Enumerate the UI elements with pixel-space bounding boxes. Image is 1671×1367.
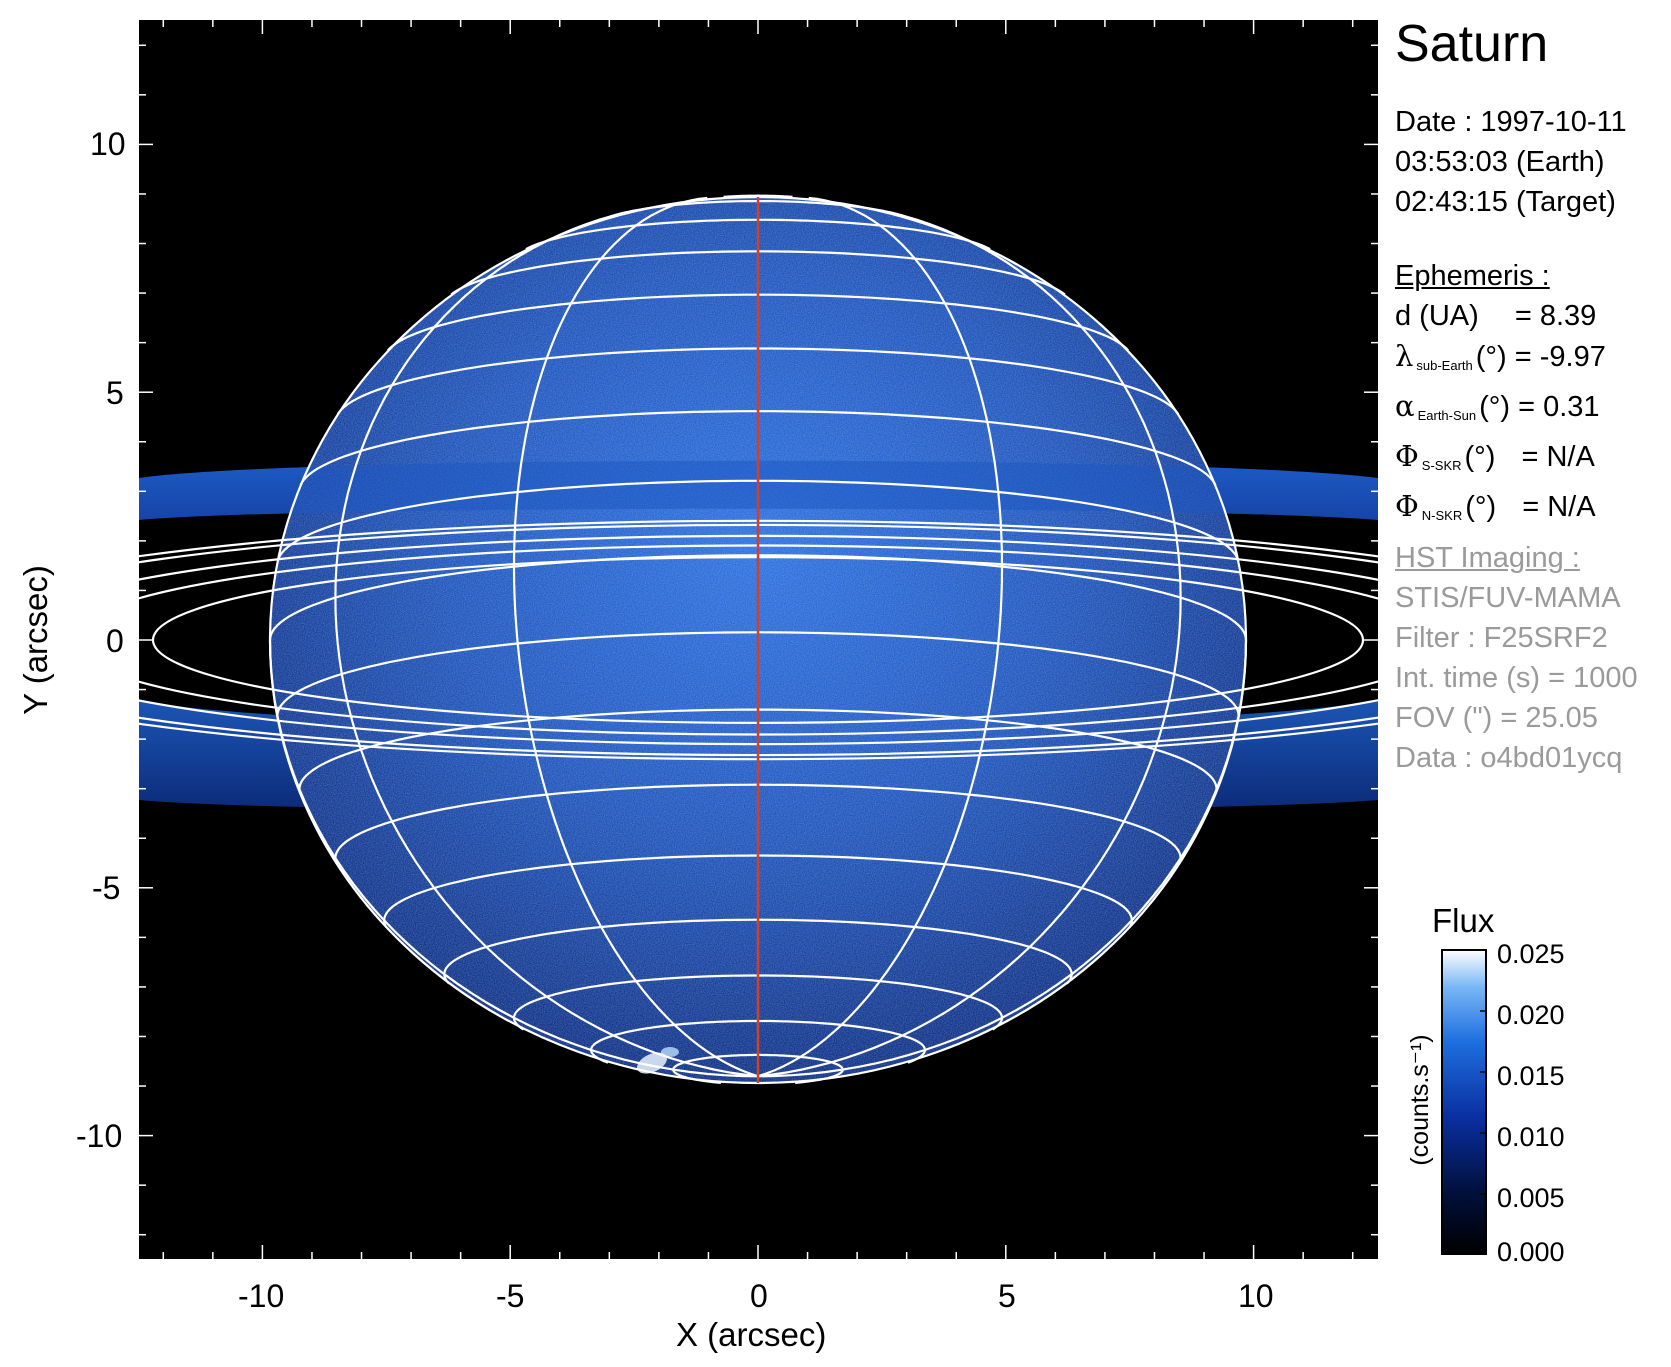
ephemeris-lambda: λ sub-Earth (°) = -9.97 [1395, 336, 1606, 386]
y-tick-label: 0 [106, 623, 124, 659]
y-tick-label: -10 [76, 1118, 123, 1154]
y-tick-label: 5 [106, 375, 124, 411]
x-tick-label: 10 [1238, 1278, 1274, 1314]
ephemeris-header: Ephemeris : [1395, 260, 1550, 292]
phi-n-value: = N/A [1522, 491, 1596, 523]
lambda-value: = -9.97 [1514, 341, 1606, 373]
x-tick-label: -5 [496, 1278, 525, 1314]
axis-ticks [139, 20, 1378, 1259]
y-tick-label: 10 [90, 126, 126, 162]
date-block: Date : 1997-10-11 03:53:03 (Earth) 02:43… [1395, 102, 1627, 222]
meridian-line [757, 210, 1182, 1078]
distance-label: d (UA) [1395, 300, 1479, 332]
colorbar-tick: 0.025 [1497, 939, 1565, 969]
distance-value: = 8.39 [1514, 300, 1597, 332]
phi-n-symbol: Φ [1395, 489, 1419, 523]
x-tick-label: 0 [750, 1278, 768, 1314]
alpha-subscript: Earth-Sun [1417, 408, 1477, 423]
lambda-unit: (°) [1475, 341, 1507, 373]
imaging-data-id: Data : o4bd01ycq [1395, 742, 1623, 774]
colorbar-unit: (counts.s⁻¹) [1406, 1034, 1434, 1166]
alpha-value: = 0.31 [1518, 391, 1600, 423]
imaging-int-time: Int. time (s) = 1000 [1395, 662, 1638, 694]
ephemeris-phi-s: Φ S-SKR (°) = N/A [1395, 436, 1606, 486]
colorbar-tick: 0.000 [1497, 1237, 1565, 1267]
colorbar-title: Flux [1432, 902, 1495, 939]
imaging-fov: FOV (") = 25.05 [1395, 702, 1598, 734]
phi-s-unit: (°) [1464, 441, 1496, 473]
date-line: Date : 1997-10-11 [1395, 106, 1627, 138]
ephemeris-alpha: α Earth-Sun (°) = 0.31 [1395, 386, 1606, 436]
ephemeris-phi-n: Φ N-SKR (°) = N/A [1395, 486, 1606, 536]
latitude-line [723, 194, 793, 198]
ephemeris-distance: d (UA) = 8.39 [1395, 296, 1606, 336]
imaging-header: HST Imaging : [1395, 542, 1580, 574]
phi-s-value: = N/A [1521, 441, 1595, 473]
meridian-line [334, 210, 759, 1078]
lambda-subscript: sub-Earth [1416, 358, 1473, 373]
colorbar-tick: 0.015 [1497, 1061, 1565, 1091]
lambda-symbol: λ [1395, 339, 1414, 373]
phi-s-subscript: S-SKR [1421, 458, 1462, 473]
target-title: Saturn [1395, 15, 1549, 73]
meridian-line [268, 639, 759, 1078]
phi-n-subscript: N-SKR [1421, 508, 1463, 523]
alpha-symbol: α [1395, 389, 1415, 423]
x-tick-label: 5 [998, 1278, 1016, 1314]
colorbar [1441, 949, 1487, 1255]
colorbar-tick: 0.010 [1497, 1122, 1565, 1152]
phi-n-unit: (°) [1465, 491, 1497, 523]
meridian-line [512, 196, 759, 1078]
imaging-block: HST Imaging : STIS/FUV-MAMA Filter : F25… [1395, 538, 1638, 778]
imaging-filter: Filter : F25SRF2 [1395, 622, 1608, 654]
time-earth: 03:53:03 (Earth) [1395, 146, 1605, 178]
meridian-line [757, 196, 1004, 1078]
meridian-line [757, 639, 1248, 1078]
colorbar-tick: 0.005 [1497, 1183, 1565, 1213]
x-tick-label: -10 [238, 1278, 285, 1314]
y-axis-label: Y (arcsec) [17, 565, 54, 715]
colorbar-tick: 0.020 [1497, 1000, 1565, 1030]
x-axis-label: X (arcsec) [676, 1316, 827, 1353]
alpha-unit: (°) [1479, 391, 1511, 423]
imaging-instrument: STIS/FUV-MAMA [1395, 582, 1621, 614]
time-target: 02:43:15 (Target) [1395, 186, 1616, 218]
y-tick-label: -5 [92, 870, 121, 906]
ephemeris-block: Ephemeris : d (UA) = 8.39 λ sub-Earth (°) … [1395, 256, 1606, 536]
phi-s-symbol: Φ [1395, 439, 1419, 473]
